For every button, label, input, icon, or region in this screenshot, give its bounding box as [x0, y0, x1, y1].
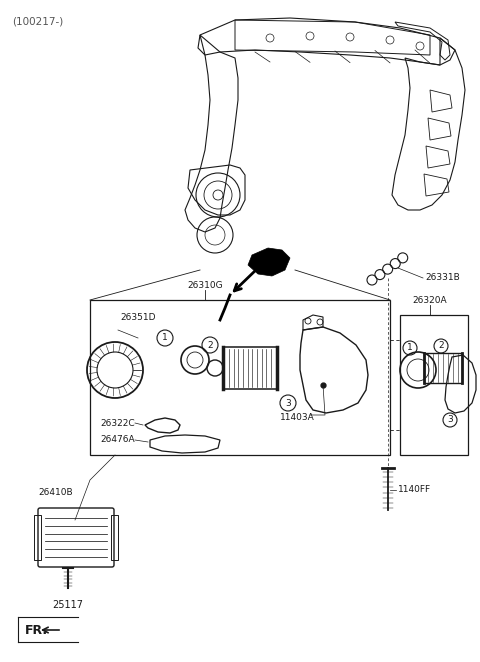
Text: 1: 1 — [407, 344, 413, 352]
Text: 26322C: 26322C — [100, 418, 135, 428]
Text: 26331B: 26331B — [425, 273, 460, 283]
Text: 26351D: 26351D — [120, 314, 156, 322]
Text: 2: 2 — [207, 340, 213, 350]
Text: 11403A: 11403A — [280, 414, 315, 422]
Text: 1140FF: 1140FF — [398, 485, 431, 495]
Text: 3: 3 — [447, 416, 453, 424]
Bar — [223, 347, 278, 389]
Text: 1: 1 — [162, 334, 168, 342]
Text: 26476A: 26476A — [100, 436, 135, 444]
FancyArrowPatch shape — [43, 627, 59, 633]
Text: 3: 3 — [285, 399, 291, 408]
Bar — [424, 353, 462, 383]
Text: 26310G: 26310G — [187, 281, 223, 290]
Bar — [400, 315, 468, 455]
Text: 2: 2 — [438, 342, 444, 350]
Text: 26320A: 26320A — [413, 296, 447, 305]
Polygon shape — [248, 248, 290, 276]
Bar — [34, 515, 41, 560]
Bar — [111, 515, 118, 560]
Text: FR.: FR. — [25, 624, 48, 636]
Text: (100217-): (100217-) — [12, 16, 63, 26]
Bar — [90, 300, 390, 455]
Text: 26410B: 26410B — [38, 488, 72, 497]
Text: 25117: 25117 — [52, 600, 84, 610]
